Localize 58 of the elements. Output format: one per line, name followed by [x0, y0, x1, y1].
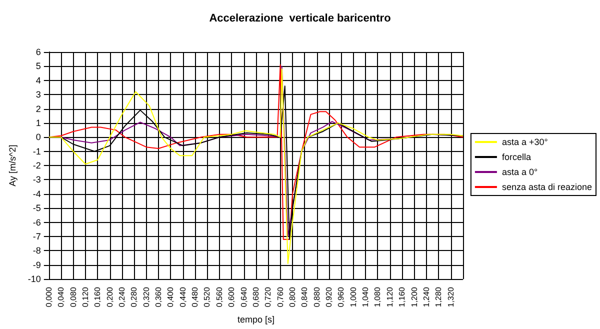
- chart-title: Accelerazione verticale baricentro: [209, 12, 392, 24]
- x-tick-label: 0,720: [264, 286, 273, 308]
- x-tick-label: 1,200: [410, 286, 419, 308]
- x-tick-label: 0,640: [239, 286, 248, 308]
- x-tick-label: 0,520: [202, 286, 212, 308]
- y-tick-label: -3: [32, 174, 41, 185]
- y-tick-label: 1: [36, 118, 41, 128]
- y-tick-label: 0: [36, 132, 41, 142]
- y-tick-label: -2: [32, 160, 41, 171]
- x-tick-label: 0,440: [178, 286, 188, 308]
- x-tick-label: 0,040: [56, 286, 66, 308]
- x-tick-label: 0,480: [190, 286, 200, 308]
- legend-label: forcella: [502, 152, 531, 162]
- y-tick-label: 6: [36, 47, 41, 57]
- x-tick-label: 0,360: [154, 286, 164, 308]
- y-tick-label: 5: [36, 61, 41, 72]
- x-tick-label: 1,280: [434, 286, 444, 308]
- x-tick-label: 0,400: [166, 286, 176, 308]
- x-tick-label: 1,000: [348, 286, 358, 308]
- y-tick-label: -1: [32, 146, 41, 156]
- x-tick-label: 0,960: [336, 286, 346, 308]
- y-tick-label: 3: [36, 90, 41, 100]
- x-tick-label: 1,040: [361, 286, 370, 308]
- x-tick-label: 0,200: [105, 286, 114, 308]
- x-tick-label: 0,760: [276, 286, 285, 308]
- y-tick-label: -7: [32, 232, 41, 242]
- x-tick-label: 1,320: [446, 286, 456, 308]
- x-tick-label: 0,120: [80, 286, 90, 308]
- legend-label: asta a +30°: [502, 137, 548, 147]
- x-tick-label: 1,080: [373, 286, 382, 308]
- legend-label: senza asta di reazione: [502, 182, 592, 192]
- x-tick-label: 0,280: [130, 286, 139, 308]
- x-tick-label: 0,080: [68, 286, 78, 308]
- legend-label: asta a 0°: [502, 167, 538, 177]
- x-tick-label: 1,160: [398, 286, 407, 308]
- x-tick-label: 0,320: [142, 286, 151, 308]
- y-tick-label: -5: [32, 203, 41, 214]
- x-tick-label: 0,840: [300, 286, 310, 308]
- x-tick-label: 0,680: [251, 286, 260, 308]
- y-tick-label: 4: [36, 75, 41, 86]
- x-tick-label: 0,000: [44, 286, 54, 308]
- y-tick-label: 2: [36, 104, 41, 114]
- y-tick-label: -9: [32, 260, 41, 270]
- x-tick-label: 1,120: [385, 286, 394, 308]
- y-tick-label: -10: [28, 274, 41, 284]
- x-tick-label: 0,880: [312, 286, 322, 308]
- x-axis-title: tempo [s]: [237, 314, 274, 324]
- x-tick-label: 1,240: [422, 286, 431, 308]
- x-tick-label: 0,800: [288, 286, 297, 308]
- y-tick-label: -4: [32, 188, 41, 199]
- y-tick-label: -8: [32, 246, 41, 256]
- y-tick-label: -6: [32, 217, 41, 228]
- x-tick-label: 0,240: [117, 286, 126, 308]
- x-tick-label: 0,160: [93, 286, 102, 308]
- x-tick-label: 0,920: [324, 286, 334, 308]
- x-tick-label: 0,560: [214, 286, 224, 308]
- y-axis-title: Ay [m/s^2]: [8, 144, 18, 186]
- x-tick-label: 0,600: [227, 286, 236, 308]
